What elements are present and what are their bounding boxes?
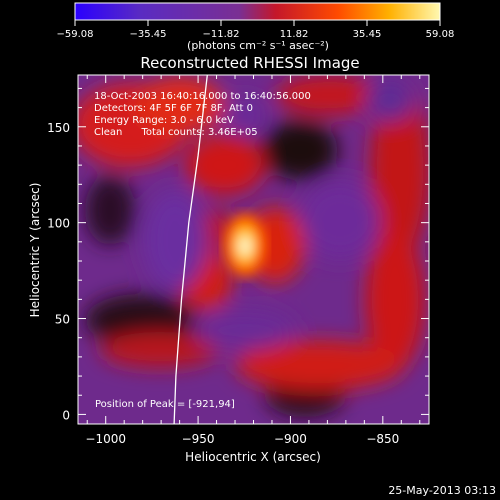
info-line-detectors: Detectors: 4F 5F 6F 7F 8F, Att 0 [94, 103, 253, 114]
colorbar-unit-label: (photons cm⁻² s⁻¹ asec⁻²) [187, 39, 329, 52]
peak-center [239, 236, 251, 256]
colorbar-gradient [75, 3, 440, 20]
negative-region [223, 97, 267, 133]
dark-region [85, 175, 135, 245]
x-tick-label: −850 [366, 432, 399, 446]
colorbar-tick-label: 35.45 [353, 29, 382, 40]
y-tick-label: 100 [47, 217, 70, 231]
date-stamp: 25-May-2013 03:13 [388, 484, 496, 497]
x-tick-label: −900 [274, 432, 307, 446]
y-axis-ticks: 0 50 100 150 [47, 87, 429, 422]
y-tick-label: 50 [55, 313, 70, 327]
emission-region [370, 80, 429, 260]
colorbar-tick-label: −35.45 [129, 29, 166, 40]
emission-region [365, 230, 425, 370]
negative-region [300, 180, 380, 260]
y-tick-label: 150 [47, 121, 70, 135]
emission-region [185, 135, 265, 195]
solar-limb-curve [173, 75, 208, 424]
x-tick-label: −950 [182, 432, 215, 446]
dark-region [262, 120, 338, 180]
heatmap-image [78, 75, 429, 424]
observation-info: 18-Oct-2003 16:40:16.000 to 16:40:56.000… [94, 91, 311, 138]
colorbar-tick-label: 11.82 [280, 29, 309, 40]
emission-region [100, 332, 220, 368]
colorbar-tick-label: −59.08 [56, 29, 93, 40]
negative-region [195, 310, 295, 350]
x-axis-ticks: −1000 −950 −900 −850 [85, 75, 421, 446]
info-line-counts: Clean Total counts: 3.46E+05 [94, 127, 258, 138]
colorbar-ticks: −59.08 −35.45 −11.82 11.82 35.45 59.08 [56, 20, 454, 40]
y-tick-label: 0 [62, 408, 70, 422]
chart-title: Reconstructed RHESSI Image [140, 54, 359, 72]
colorbar-frame [74, 2, 441, 21]
negative-region [365, 78, 415, 122]
x-tick-label: −1000 [85, 432, 126, 446]
info-line-energy: Energy Range: 3.0 - 6.0 keV [94, 115, 234, 126]
info-line-time: 18-Oct-2003 16:40:16.000 to 16:40:56.000 [94, 91, 311, 102]
y-axis-label: Heliocentric Y (arcsec) [28, 183, 42, 318]
x-axis-label: Heliocentric X (arcsec) [185, 450, 321, 464]
emission-region [275, 75, 385, 115]
peak-position-label: Position of Peak = [-921,94] [95, 399, 235, 410]
colorbar: −59.08 −35.45 −11.82 11.82 35.45 59.08 (photo… [56, 2, 454, 52]
colorbar-tick-label: −11.82 [202, 29, 239, 40]
colorbar-tick-label: 59.08 [426, 29, 455, 40]
emission-region [235, 340, 405, 390]
negative-region [143, 190, 207, 290]
